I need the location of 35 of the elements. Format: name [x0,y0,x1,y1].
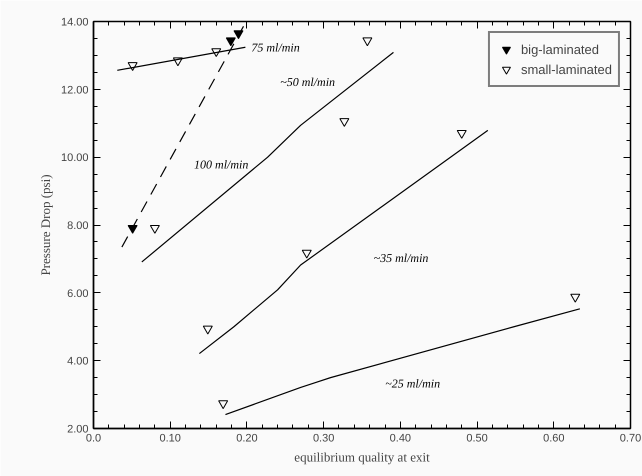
point [226,37,236,46]
legend-label: big-laminated [520,42,599,56]
y-tick-label: 6.00 [67,288,89,300]
point [302,250,312,259]
x-tick-label: 0.10 [160,432,181,444]
y-tick-label: 12.00 [60,84,89,96]
y-tick-label: 10.00 [60,152,89,164]
annotation: 100 ml/min [194,157,248,172]
line-series [141,52,394,263]
x-tick-label: 0.40 [390,432,412,444]
x-tick-label: 0.70 [620,432,642,444]
annotation: ~50 ml/min [280,75,336,90]
x-tick-label: 0.60 [543,432,565,444]
point [339,118,350,127]
point [456,130,467,139]
line-series [224,308,580,416]
y-tick-label: 8.00 [67,220,89,232]
y-tick-label: 2.00 [67,424,89,436]
point [202,326,213,334]
annotation: ~35 ml/min [374,250,428,265]
annotation: ~25 ml/min [385,376,440,391]
x-tick-label: 0.20 [236,432,258,444]
y-tick-label: 4.00 [67,356,89,368]
y-tick-label: 14.00 [60,16,89,28]
y-axis-title: Pressure Drop (psi) [38,174,53,276]
point [570,294,580,303]
x-tick-label: 0.30 [312,432,334,444]
point [362,37,372,46]
point [150,224,160,234]
point [218,400,228,410]
legend-label: small-laminated [520,62,612,76]
x-tick-label: 0.0 [86,432,102,444]
x-axis-title: equilibrium quality at exit [294,450,430,464]
x-tick-label: 0.50 [466,432,488,444]
annotation: 75 ml/min [251,40,300,54]
